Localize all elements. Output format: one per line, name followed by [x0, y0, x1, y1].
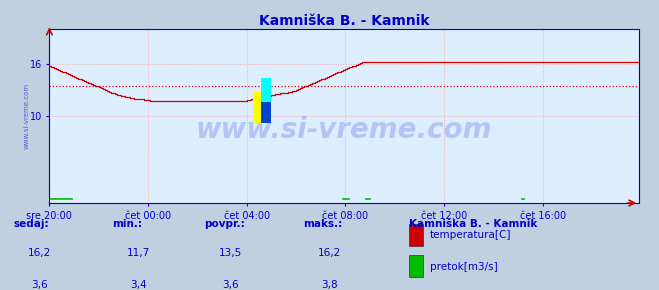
Text: 11,7: 11,7 [127, 248, 150, 258]
FancyBboxPatch shape [261, 102, 271, 123]
Text: 13,5: 13,5 [219, 248, 243, 258]
Bar [409, 224, 423, 246]
Text: Kamniška B. - Kamnik: Kamniška B. - Kamnik [409, 219, 537, 229]
Text: www.si-vreme.com: www.si-vreme.com [24, 83, 30, 149]
Text: sedaj:: sedaj: [13, 219, 49, 229]
Bar [409, 255, 423, 277]
Text: 3,4: 3,4 [130, 280, 147, 289]
Text: pretok[m3/s]: pretok[m3/s] [430, 262, 498, 271]
Text: 16,2: 16,2 [28, 248, 51, 258]
Text: temperatura[C]: temperatura[C] [430, 230, 511, 240]
Text: 3,8: 3,8 [321, 280, 338, 289]
FancyBboxPatch shape [253, 92, 268, 123]
Text: 3,6: 3,6 [222, 280, 239, 289]
Text: www.si-vreme.com: www.si-vreme.com [196, 116, 492, 144]
Text: 3,6: 3,6 [31, 280, 48, 289]
FancyBboxPatch shape [260, 78, 272, 109]
Text: maks.:: maks.: [303, 219, 343, 229]
Text: min.:: min.: [112, 219, 142, 229]
Text: 16,2: 16,2 [318, 248, 341, 258]
Title: Kamniška B. - Kamnik: Kamniška B. - Kamnik [259, 14, 430, 28]
Text: povpr.:: povpr.: [204, 219, 245, 229]
